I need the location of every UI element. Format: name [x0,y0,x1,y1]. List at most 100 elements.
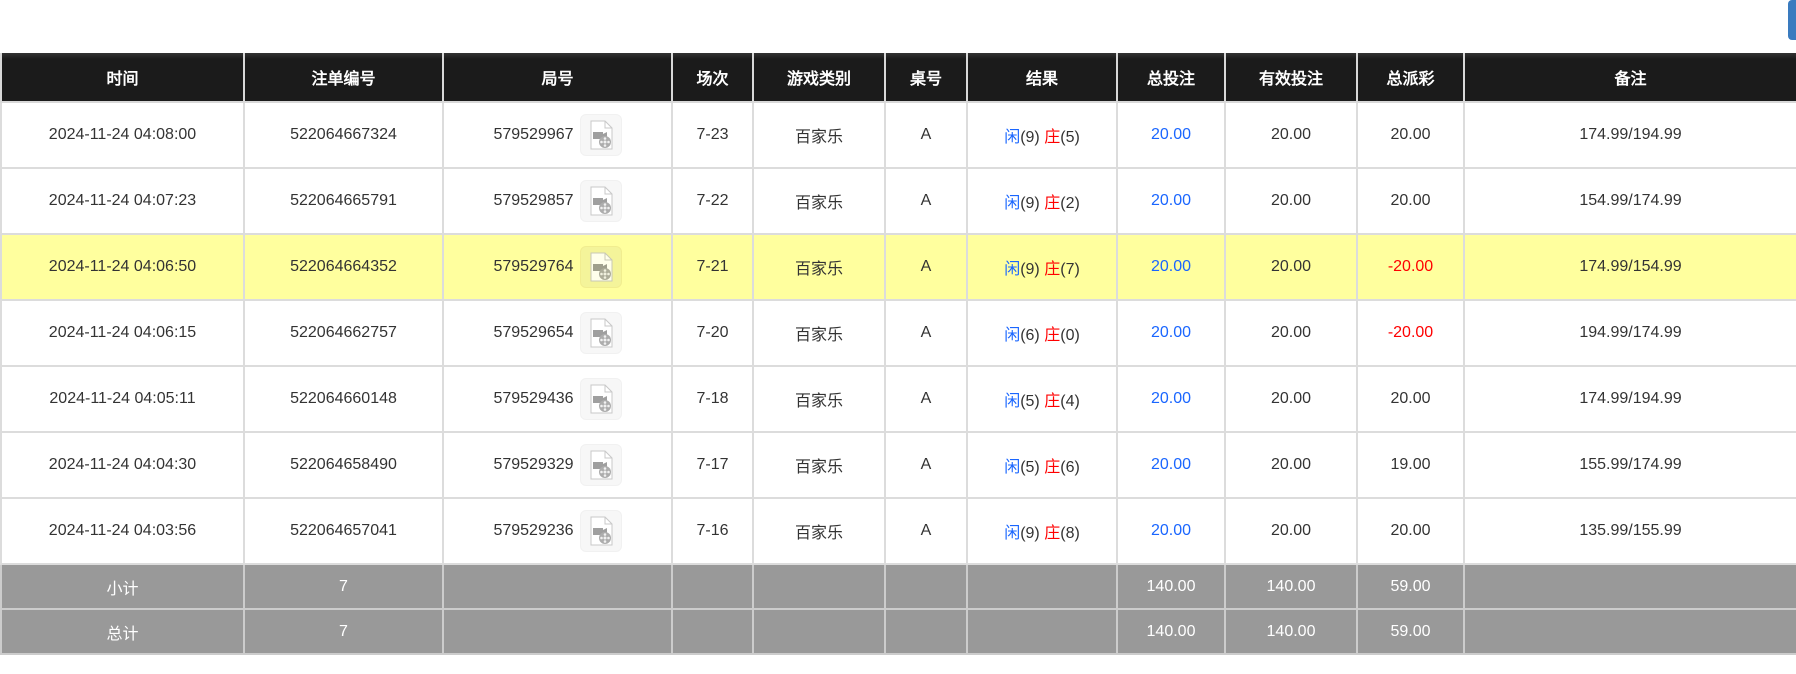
bet-id-text: 522064665791 [290,192,397,209]
table-no-text: A [920,126,932,143]
cell-game-type: 百家乐 [752,497,886,565]
cell-bet-id: 522064667324 [243,101,444,169]
session-text: 7-16 [696,522,729,539]
cell-game-type: 百家乐 [752,365,886,433]
valid-bet-text: 20.00 [1270,192,1312,209]
banker-label: 庄 [1044,459,1061,476]
player-label: 闲 [1004,459,1021,476]
banker-label: 庄 [1044,261,1061,278]
table-no-text: A [920,258,932,275]
cell-note: 174.99/194.99 [1463,101,1796,169]
cell-round: 579529329 [442,431,673,499]
table-row: 2024-11-24 04:04:30 522064658490 579529329… [0,431,1796,499]
player-label: 闲 [1004,261,1021,278]
cell-session: 7-23 [671,101,754,169]
cell-time: 2024-11-24 04:06:50 [0,233,245,301]
cell-round: 579529436 [442,365,673,433]
video-file-icon[interactable] [579,378,622,420]
video-file-icon[interactable] [579,180,622,222]
cell-game-type: 百家乐 [752,299,886,367]
time-text: 2024-11-24 04:03:56 [48,522,197,539]
video-file-icon[interactable] [579,444,622,486]
banker-label: 庄 [1044,327,1061,344]
total-bet-text: 20.00 [1150,192,1192,209]
summary-payout: 59.00 [1390,622,1431,640]
game-type-text: 百家乐 [794,129,843,146]
cell-label: 小计 [0,563,245,610]
cell-empty [442,563,673,610]
banker-points: (8) [1060,525,1080,542]
cell-total-bet: 20.00 [1116,233,1226,301]
cell-table-no: A [884,101,968,169]
video-file-icon[interactable] [579,510,622,552]
round-text: 579529764 [493,258,574,276]
session-text: 7-17 [696,456,729,473]
summary-label: 小计 [106,580,139,598]
cell-session: 7-21 [671,233,754,301]
cell-payout: -20.00 [1356,299,1465,367]
cell-valid-bet: 20.00 [1224,167,1358,235]
cell-result: 闲(9) 庄(7) [966,233,1118,301]
header-note: 备注 [1463,53,1796,103]
cell-time: 2024-11-24 04:07:23 [0,167,245,235]
cell-bet-id: 522064660148 [243,365,444,433]
header-total-bet: 总投注 [1116,53,1226,103]
total-bet-text: 20.00 [1150,522,1192,539]
cell-count: 7 [243,608,444,655]
summary-valid-bet: 140.00 [1266,577,1316,595]
round-text: 579529654 [493,324,574,342]
cell-session: 7-18 [671,365,754,433]
cell-empty [671,563,754,610]
payout-text: 19.00 [1390,456,1431,473]
player-points: (6) [1020,327,1040,344]
time-text: 2024-11-24 04:06:50 [48,258,197,275]
valid-bet-text: 20.00 [1270,324,1312,341]
note-text: 174.99/194.99 [1579,126,1682,143]
cell-session: 7-17 [671,431,754,499]
cell-empty [966,563,1118,610]
bet-id-text: 522064660148 [290,390,397,407]
cell-valid-bet: 20.00 [1224,365,1358,433]
cell-empty [1463,608,1796,655]
banker-points: (5) [1060,129,1080,146]
cell-result: 闲(9) 庄(8) [966,497,1118,565]
cell-total-bet: 20.00 [1116,497,1226,565]
header-bet-id: 注单编号 [243,53,444,103]
cell-payout: 20.00 [1356,101,1465,169]
player-label: 闲 [1004,393,1021,410]
cell-payout: 59.00 [1356,608,1465,655]
cell-bet-id: 522064657041 [243,497,444,565]
game-type-text: 百家乐 [794,195,843,212]
video-file-icon[interactable] [579,312,622,354]
banker-label: 庄 [1044,393,1061,410]
cell-valid-bet: 20.00 [1224,497,1358,565]
video-file-icon[interactable] [579,246,622,288]
valid-bet-text: 20.00 [1270,456,1312,473]
player-label: 闲 [1004,525,1021,542]
video-file-icon[interactable] [579,114,622,156]
top-right-button[interactable] [1788,0,1796,40]
time-text: 2024-11-24 04:07:23 [48,192,197,209]
cell-empty [884,563,968,610]
cell-valid-bet: 20.00 [1224,233,1358,301]
cell-valid-bet: 20.00 [1224,431,1358,499]
banker-label: 庄 [1044,525,1061,542]
cell-bet-id: 522064664352 [243,233,444,301]
cell-time: 2024-11-24 04:08:00 [0,101,245,169]
banker-points: (0) [1060,327,1080,344]
summary-total-bet: 140.00 [1146,577,1196,595]
cell-result: 闲(5) 庄(4) [966,365,1118,433]
cell-result: 闲(5) 庄(6) [966,431,1118,499]
summary-payout: 59.00 [1390,577,1431,595]
cell-total-bet: 20.00 [1116,431,1226,499]
header-game-type: 游戏类别 [752,53,886,103]
table-row: 2024-11-24 04:05:11 522064660148 579529436… [0,365,1796,433]
game-type-text: 百家乐 [794,525,843,542]
payout-text: -20.00 [1387,258,1434,275]
cell-empty [671,608,754,655]
cell-empty [442,608,673,655]
cell-note: 194.99/174.99 [1463,299,1796,367]
player-label: 闲 [1004,327,1021,344]
time-text: 2024-11-24 04:08:00 [48,126,197,143]
cell-total-bet: 140.00 [1116,608,1226,655]
